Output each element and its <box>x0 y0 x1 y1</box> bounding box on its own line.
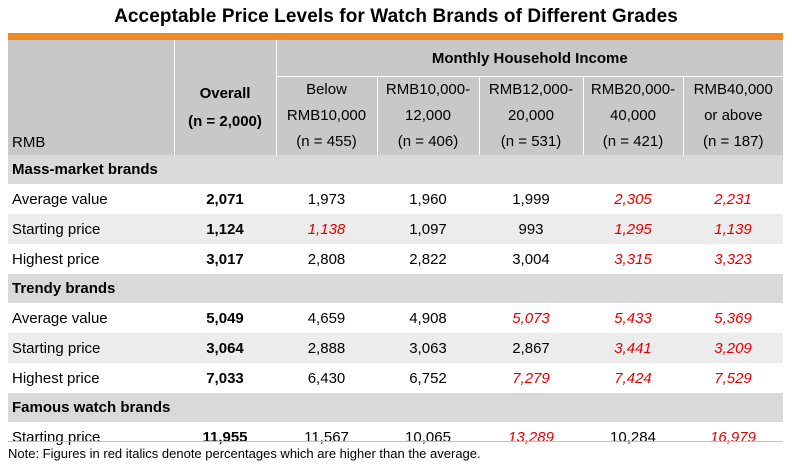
rmb-label: RMB <box>8 40 174 155</box>
column-header-line: (n = 421) <box>602 133 664 150</box>
row-label: Starting price <box>8 333 174 363</box>
overall-value: 3,064 <box>174 333 276 363</box>
cell-value: 1,139 <box>683 214 784 244</box>
cell-value: 3,004 <box>479 244 583 274</box>
column-header: RMB20,000- 40,000 (n = 421) <box>582 76 683 155</box>
overall-value: 1,124 <box>174 214 276 244</box>
row-label: Starting price <box>8 214 174 244</box>
table-row: Average value 5,049 4,659 4,908 5,073 5,433 5,… <box>8 303 784 333</box>
column-header-line: RMB12,000- <box>488 81 574 98</box>
cell-value: 13,289 <box>479 422 583 452</box>
section-row: Trendy brands <box>8 274 784 303</box>
divider <box>8 441 783 442</box>
column-header-line: (n = 187) <box>703 133 764 150</box>
cell-value: 6,430 <box>276 363 377 393</box>
table-row: Starting price 1,124 1,138 1,097 993 1,295 1,1… <box>8 214 784 244</box>
cell-value: 1,138 <box>276 214 377 244</box>
cell-value: 2,867 <box>479 333 583 363</box>
cell-value: 3,441 <box>583 333 683 363</box>
section-title: Famous watch brands <box>8 393 784 422</box>
table-body: Mass-market brands Average value 2,071 1,97… <box>8 155 784 452</box>
row-label: Highest price <box>8 363 174 393</box>
overall-value: 5,049 <box>174 303 276 333</box>
overall-value: 2,071 <box>174 184 276 214</box>
column-header: RMB12,000- 20,000 (n = 531) <box>478 76 583 155</box>
column-header: RMB10,000- 12,000 (n = 406) <box>376 76 479 155</box>
cell-value: 5,369 <box>683 303 784 333</box>
cell-value: 2,808 <box>276 244 377 274</box>
overall-value: 7,033 <box>174 363 276 393</box>
section-row: Mass-market brands <box>8 155 784 184</box>
cell-value: 3,209 <box>683 333 784 363</box>
cell-value: 4,659 <box>276 303 377 333</box>
table-row: Average value 2,071 1,973 1,960 1,999 2,305 2,… <box>8 184 784 214</box>
cell-value: 3,063 <box>377 333 479 363</box>
header-row-columns: Below RMB10,000 (n = 455) RMB10,000- 12,… <box>8 76 784 155</box>
cell-value: 3,323 <box>683 244 784 274</box>
cell-value: 16,979 <box>683 422 784 452</box>
column-header-line: (n = 455) <box>296 133 357 150</box>
table-row: Starting price 3,064 2,888 3,063 2,867 3,441 3… <box>8 333 784 363</box>
cell-value: 7,424 <box>583 363 683 393</box>
cell-value: 2,231 <box>683 184 784 214</box>
row-label: Average value <box>8 303 174 333</box>
column-header-line: or above <box>704 107 763 124</box>
cell-value: 5,433 <box>583 303 683 333</box>
cell-value: 993 <box>479 214 583 244</box>
column-header: Below RMB10,000 (n = 455) <box>275 76 377 155</box>
column-header-line: Below <box>306 81 347 98</box>
column-header-line: (n = 406) <box>397 133 459 150</box>
header-row-top: RMB Overall (n = 2,000) Monthly Househol… <box>8 40 784 155</box>
cell-value: 1,097 <box>377 214 479 244</box>
column-header-line: 40,000 <box>610 107 656 124</box>
cell-value: 7,529 <box>683 363 784 393</box>
column-header-line: RMB20,000- <box>590 81 676 98</box>
section-title: Mass-market brands <box>8 155 784 184</box>
cell-value: 4,908 <box>377 303 479 333</box>
cell-value: 1,999 <box>479 184 583 214</box>
table-row: Highest price 7,033 6,430 6,752 7,279 7,424 7,… <box>8 363 784 393</box>
cell-value: 10,065 <box>377 422 479 452</box>
column-header-line: RMB10,000 <box>286 107 367 124</box>
cell-value: 2,822 <box>377 244 479 274</box>
overall-header-line: Overall <box>199 85 251 102</box>
income-header: Monthly Household Income <box>275 40 784 77</box>
column-header-line: (n = 531) <box>500 133 562 150</box>
column-header: RMB40,000 or above (n = 187) <box>682 76 784 155</box>
cell-value: 1,295 <box>583 214 683 244</box>
cell-value: 10,284 <box>583 422 683 452</box>
row-label: Highest price <box>8 244 174 274</box>
cell-value: 1,973 <box>276 184 377 214</box>
footnote: Note: Figures in red italics denote perc… <box>8 446 481 461</box>
column-header-line: RMB40,000 <box>693 81 773 98</box>
column-header-line: 20,000 <box>508 107 554 124</box>
cell-value: 2,888 <box>276 333 377 363</box>
price-table: RMB Overall (n = 2,000) Monthly Househol… <box>8 40 784 452</box>
section-title: Trendy brands <box>8 274 784 303</box>
overall-header-line: (n = 2,000) <box>188 113 262 130</box>
page-title: Acceptable Price Levels for Watch Brands… <box>114 6 678 27</box>
row-label: Average value <box>8 184 174 214</box>
section-row: Famous watch brands <box>8 393 784 422</box>
column-header-line: 12,000 <box>405 107 451 124</box>
cell-value: 1,960 <box>377 184 479 214</box>
overall-value: 3,017 <box>174 244 276 274</box>
table-row: Highest price 3,017 2,808 2,822 3,004 3,315 3,… <box>8 244 784 274</box>
cell-value: 7,279 <box>479 363 583 393</box>
accent-bar <box>8 33 783 40</box>
column-header-line: RMB10,000- <box>385 81 471 98</box>
cell-value: 6,752 <box>377 363 479 393</box>
cell-value: 3,315 <box>583 244 683 274</box>
overall-header: Overall (n = 2,000) <box>173 40 276 155</box>
cell-value: 2,305 <box>583 184 683 214</box>
cell-value: 5,073 <box>479 303 583 333</box>
